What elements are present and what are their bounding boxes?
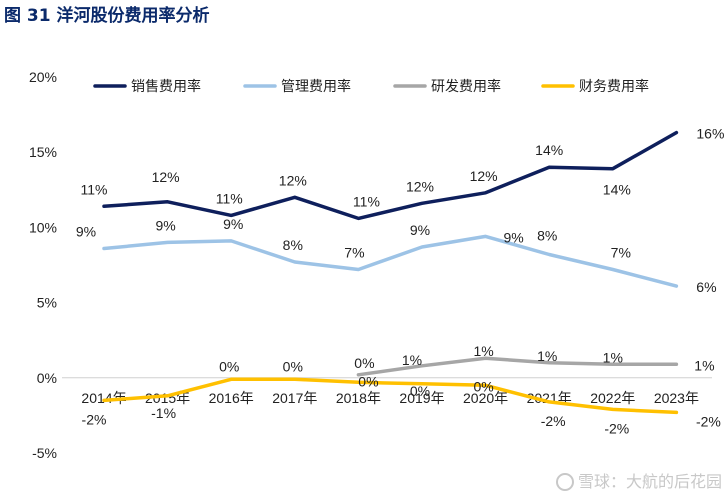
data-label: -2% <box>604 420 629 436</box>
legend-label: 销售费用率 <box>131 78 201 95</box>
x-tick-label: 2018年 <box>336 390 381 406</box>
legend-label: 管理费用率 <box>281 78 351 95</box>
data-label: 0% <box>358 373 378 389</box>
watermark-text: 雪球：大航的后花园 <box>577 472 722 491</box>
data-label: -2% <box>82 411 107 427</box>
y-axis: 20% 15% 10% 5% 0% -5% <box>29 69 57 461</box>
x-tick-label: 2022年 <box>590 390 635 406</box>
data-label: 14% <box>535 142 563 158</box>
data-label: -2% <box>696 413 721 429</box>
watermark: 雪球：大航的后花园 <box>555 468 722 492</box>
data-label: 1% <box>694 357 714 373</box>
data-label: 9% <box>223 216 243 232</box>
series-line <box>356 356 679 377</box>
y-tick-label: 20% <box>29 69 57 85</box>
data-label: 1% <box>473 343 493 359</box>
data-label: -2% <box>541 413 566 429</box>
x-tick-label: 2014年 <box>81 390 126 406</box>
y-tick-label: -5% <box>32 445 57 461</box>
series-line <box>102 130 679 221</box>
data-label: 0% <box>410 383 430 399</box>
data-label: 8% <box>537 227 557 243</box>
data-label: 9% <box>410 222 430 238</box>
data-label: 12% <box>152 169 180 185</box>
legend-label: 研发费用率 <box>431 78 501 95</box>
figure-title: 图 31 洋河股份费用率分析 <box>4 6 210 26</box>
snowball-logo-icon <box>555 473 574 491</box>
data-label: 0% <box>283 358 303 374</box>
x-tick-label: 2016年 <box>209 390 254 406</box>
series-line <box>102 377 679 415</box>
data-label: 0% <box>473 378 493 394</box>
x-tick-label: 2023年 <box>654 390 699 406</box>
data-label: 12% <box>406 178 434 194</box>
x-tick-label: 2019年 <box>399 390 444 406</box>
data-label: 7% <box>611 245 631 261</box>
data-label: 9% <box>503 229 523 245</box>
data-label: 0% <box>219 358 239 374</box>
legend-label: 财务费用率 <box>579 78 649 95</box>
data-label: 0% <box>354 355 374 371</box>
data-label: 8% <box>283 237 303 253</box>
plot-area: 11% 12% 11% 12% 11% 12% 12% 14% 14% 16% 9% 9% 9% 8% 7%… <box>76 126 725 437</box>
data-label: 12% <box>279 172 307 188</box>
data-label: 12% <box>470 168 498 184</box>
series-line <box>102 234 679 288</box>
y-tick-label: 15% <box>29 144 57 160</box>
data-label: -1% <box>151 405 176 421</box>
x-tick-label: 2017年 <box>272 390 317 406</box>
y-tick-label: 10% <box>29 219 57 235</box>
data-label: 6% <box>696 279 716 295</box>
x-tick-label: 2020年 <box>463 390 508 406</box>
data-label: 9% <box>76 223 96 239</box>
data-label: 1% <box>402 352 422 368</box>
data-label: 9% <box>155 217 175 233</box>
data-label: 11% <box>216 190 243 206</box>
y-tick-label: 5% <box>37 295 57 311</box>
y-tick-label: 0% <box>37 370 57 386</box>
data-label: 7% <box>344 245 364 261</box>
legend: 销售费用率 管理费用率 研发费用率 财务费用率 <box>93 78 649 95</box>
data-label: 16% <box>696 126 724 142</box>
data-label: 14% <box>603 182 631 198</box>
data-label: 11% <box>353 193 380 209</box>
data-label: 1% <box>537 348 557 364</box>
data-label: 11% <box>81 181 108 197</box>
data-label: 1% <box>603 349 623 365</box>
x-axis: 2014年 2015年 2016年 2017年 2018年 2019年 2020年 2021年… <box>62 377 712 406</box>
